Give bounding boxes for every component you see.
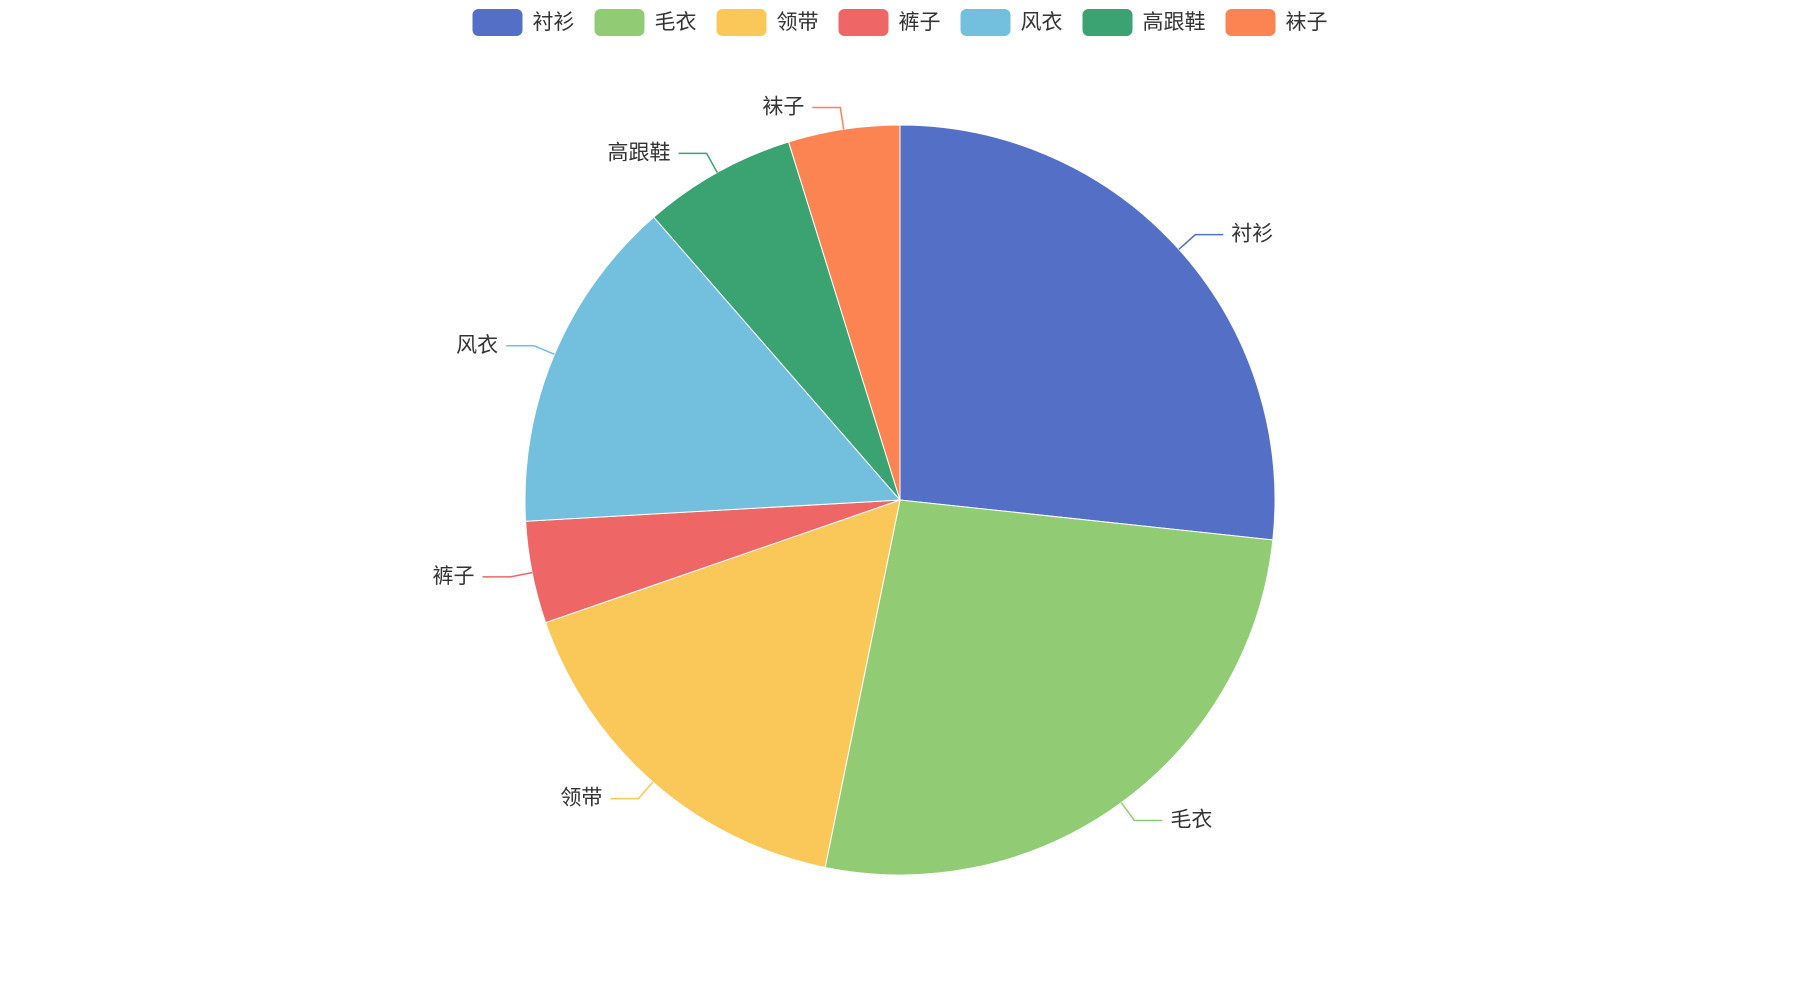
- legend-swatch: [1082, 9, 1133, 36]
- legend-item[interactable]: 风衣: [960, 9, 1063, 36]
- legend-swatch: [960, 9, 1011, 36]
- slice: [787, 124, 901, 501]
- legend-item[interactable]: 毛衣: [594, 9, 697, 36]
- legend-label: 衬衫: [533, 10, 575, 34]
- slice-label: 毛衣: [1170, 807, 1212, 831]
- label-line: [506, 345, 555, 356]
- slice-label: 袜子: [762, 95, 804, 119]
- legend-label: 毛衣: [655, 10, 697, 34]
- slice-label: 裤子: [433, 564, 475, 588]
- slice: [824, 499, 1274, 876]
- legend-item[interactable]: 袜子: [1225, 9, 1328, 36]
- legend-swatch: [472, 9, 523, 36]
- slice: [653, 141, 901, 501]
- label-line: [678, 152, 718, 173]
- legend-item[interactable]: 衬衫: [472, 9, 575, 36]
- label-line: [1178, 233, 1224, 250]
- legend-label: 风衣: [1021, 10, 1063, 34]
- legend-swatch: [716, 9, 767, 36]
- legend-item[interactable]: 高跟鞋: [1082, 9, 1206, 36]
- legend-item[interactable]: 裤子: [838, 9, 941, 36]
- legend-label: 高跟鞋: [1143, 10, 1206, 34]
- slice-label: 衬衫: [1231, 222, 1273, 246]
- legend-label: 裤子: [899, 10, 941, 34]
- label-line: [812, 106, 845, 130]
- legend-swatch: [1225, 9, 1276, 36]
- label-line: [610, 781, 654, 800]
- slice: [899, 124, 1276, 541]
- label-line: [1120, 802, 1163, 822]
- legend-swatch: [594, 9, 645, 36]
- slice-label: 高跟鞋: [608, 140, 671, 164]
- legend-item[interactable]: 领带: [716, 9, 819, 36]
- legend: 衬衫 毛衣 领带 裤子 风衣 高跟鞋 袜子: [472, 9, 1328, 36]
- legend-label: 袜子: [1286, 10, 1328, 34]
- legend-swatch: [838, 9, 889, 36]
- slice-label: 领带: [560, 786, 602, 810]
- label-line: [482, 571, 533, 578]
- slice-label: 风衣: [456, 333, 498, 357]
- legend-label: 领带: [777, 10, 819, 34]
- slice: [544, 499, 901, 869]
